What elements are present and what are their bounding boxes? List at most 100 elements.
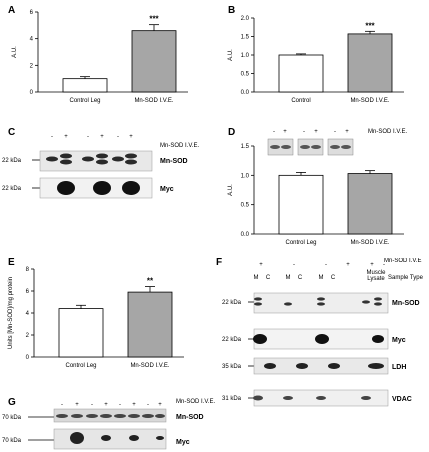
band xyxy=(264,363,276,369)
sign: + xyxy=(345,129,349,135)
bar-chart-e: 0 2 4 6 8 Units [Mn-SOD]/mg protein Control Le… xyxy=(8,267,184,369)
bar-chart-d: 0.0 0.5 1.0 1.5 A.U. Control Leg Mn-SOD I.V.E. xyxy=(228,144,404,246)
blot-row-label: Mn-SOD xyxy=(392,300,420,307)
band xyxy=(328,363,340,369)
y-tick-label: 2 xyxy=(26,333,30,339)
bar xyxy=(127,291,173,358)
sign: - xyxy=(383,262,385,268)
band xyxy=(254,297,262,301)
blot-header: Mn-SOD I.V.E. xyxy=(160,143,199,149)
y-tick-label: 0.5 xyxy=(241,203,250,209)
band xyxy=(114,414,126,418)
y-tick-label: 2 xyxy=(30,63,34,69)
y-tick-label: 6 xyxy=(26,289,30,295)
band xyxy=(368,363,384,369)
sign: - xyxy=(119,402,121,408)
x-tick-label: Mn-SOD I.V.E. xyxy=(350,98,389,104)
sign: + xyxy=(346,262,350,268)
blot-strip xyxy=(267,138,294,156)
band xyxy=(316,396,326,400)
marker-label: 35 kDa xyxy=(222,364,242,370)
band xyxy=(142,414,154,418)
y-tick-label: 6 xyxy=(30,10,34,16)
sign: + xyxy=(158,402,162,408)
x-tick-label: Control Leg xyxy=(69,98,100,104)
band xyxy=(101,435,111,441)
blot-header: Mn-SOD I.V.E. xyxy=(176,399,215,405)
blot-row-label: Myc xyxy=(160,186,174,193)
band xyxy=(254,302,262,306)
band xyxy=(374,302,382,306)
blot-row-label: VDAC xyxy=(392,396,412,403)
marker-label: 22 kDa xyxy=(222,337,242,343)
band xyxy=(253,395,263,401)
marker-label: 70 kDa xyxy=(2,415,22,421)
panel-label-g: G xyxy=(8,397,16,408)
bar xyxy=(131,30,177,93)
marker-label: 31 kDa xyxy=(222,396,242,402)
band xyxy=(317,297,325,301)
y-tick-label: 0.5 xyxy=(241,72,250,78)
bar-chart-a: 0 2 4 6 A.U. Control Leg Mn-SOD I.V.E. *** xyxy=(12,10,188,104)
blot-g: - + - + - + - + Mn-SOD I.V.E. 70 kDa Mn-… xyxy=(2,399,215,450)
band xyxy=(70,432,84,444)
sign: - xyxy=(273,129,275,135)
y-axis-label: A.U. xyxy=(12,46,18,58)
sign: + xyxy=(314,129,318,135)
band xyxy=(315,334,329,344)
marker-label: 22 kDa xyxy=(2,186,22,192)
band xyxy=(283,396,293,400)
band xyxy=(96,159,108,165)
band xyxy=(361,396,371,400)
significance-marker: *** xyxy=(149,15,159,24)
band xyxy=(317,302,325,306)
band xyxy=(296,363,308,369)
x-tick-label: Mn-SOD I.V.E. xyxy=(134,98,173,104)
col-label: C xyxy=(331,275,336,281)
significance-marker: ** xyxy=(147,277,154,286)
sign: - xyxy=(87,134,89,140)
band xyxy=(57,181,75,195)
bar xyxy=(278,174,324,235)
bar xyxy=(347,173,393,235)
sample-type-label: Sample Type xyxy=(388,275,424,281)
band xyxy=(341,145,351,149)
band xyxy=(122,181,140,195)
band xyxy=(129,435,139,441)
sign: - xyxy=(293,262,295,268)
blot-row-label: Myc xyxy=(176,439,190,446)
y-axis-label: A.U. xyxy=(228,184,234,196)
band xyxy=(374,297,382,301)
blot-strip xyxy=(327,138,354,156)
band xyxy=(56,414,68,418)
y-tick-label: 0.0 xyxy=(241,232,250,238)
blot-header: Mn-SOD I.V.E. xyxy=(368,129,407,135)
sign: + xyxy=(283,129,287,135)
band xyxy=(372,335,384,343)
sign: + xyxy=(129,134,133,140)
sign: + xyxy=(64,134,68,140)
panel-label-d: D xyxy=(228,127,236,138)
band xyxy=(112,156,124,162)
y-tick-label: 2.0 xyxy=(241,16,250,22)
y-tick-label: 4 xyxy=(30,37,34,43)
x-tick-label: Control xyxy=(291,98,310,104)
band xyxy=(128,414,140,418)
band xyxy=(60,153,72,159)
band xyxy=(82,156,94,162)
y-tick-label: 8 xyxy=(26,267,30,273)
panel-label-c: C xyxy=(8,127,16,138)
sign: - xyxy=(61,402,63,408)
band xyxy=(284,302,292,306)
marker-label: 70 kDa xyxy=(2,438,22,444)
panel-label-f: F xyxy=(216,257,223,268)
panel-label-b: B xyxy=(228,5,236,16)
band xyxy=(330,145,340,149)
band xyxy=(46,156,58,162)
y-axis-label: Units [Mn-SOD]/mg protein xyxy=(8,277,14,349)
col-label: M xyxy=(319,275,324,281)
x-tick-label: Mn-SOD I.V.E. xyxy=(350,240,389,246)
band xyxy=(253,334,267,344)
x-tick-label: Control Leg xyxy=(285,240,316,246)
blot-header: Mn-SOD I.V.E xyxy=(384,258,421,264)
